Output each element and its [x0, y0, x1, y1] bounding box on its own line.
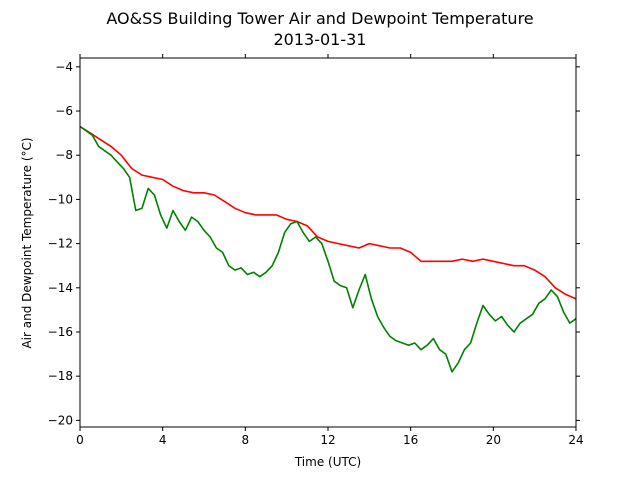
chart-title: AO&SS Building Tower Air and Dewpoint Te… — [106, 9, 533, 28]
x-tick-label: 4 — [159, 433, 167, 447]
y-tick-label: −8 — [55, 148, 73, 162]
y-axis: −20 −18 −16 −14 −12 −10 −8 −6 −4 — [48, 60, 580, 427]
plot-area — [79, 57, 577, 428]
x-axis-label: Time (UTC) — [294, 455, 361, 469]
chart-subtitle: 2013-01-31 — [274, 30, 367, 49]
y-tick-label: −10 — [48, 192, 73, 206]
series-line-2 — [79, 125, 577, 373]
y-tick-label: −20 — [48, 413, 73, 427]
y-axis-label: Air and Dewpoint Temperature (°C) — [20, 137, 34, 348]
y-tick-label: −14 — [48, 281, 73, 295]
series-line-1 — [79, 125, 577, 300]
x-tick-label: 20 — [486, 433, 501, 447]
x-axis: 0 4 8 12 16 20 24 — [76, 54, 584, 447]
x-tick-label: 12 — [320, 433, 335, 447]
y-tick-label: −16 — [48, 325, 73, 339]
y-tick-label: −4 — [55, 60, 73, 74]
x-tick-label: 16 — [403, 433, 418, 447]
series-layer — [79, 125, 577, 373]
y-tick-label: −12 — [48, 237, 73, 251]
plot-frame — [79, 57, 577, 428]
x-tick-label: 8 — [242, 433, 250, 447]
x-tick-label: 0 — [76, 433, 84, 447]
x-tick-label: 24 — [568, 433, 583, 447]
y-tick-label: −6 — [55, 104, 73, 118]
y-tick-label: −18 — [48, 369, 73, 383]
